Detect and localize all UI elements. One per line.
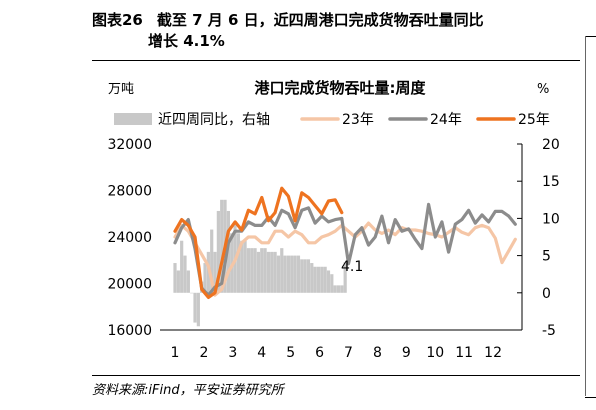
right-tick-label: 15 [542, 174, 560, 190]
left-axis-unit: 万吨 [108, 82, 134, 97]
neighbor-figure-edge-bottom [585, 397, 596, 398]
figure-number: 图表26 [92, 11, 143, 29]
bar [336, 285, 341, 293]
right-tick-label: 20 [542, 137, 560, 153]
bar [240, 240, 244, 293]
bar [266, 251, 271, 293]
bar [293, 255, 297, 293]
x-tick-label: 10 [426, 345, 444, 361]
bar [340, 285, 344, 293]
x-tick-label: 3 [228, 345, 237, 361]
left-tick-label: 32000 [107, 137, 152, 153]
bar [263, 248, 267, 293]
bar [256, 251, 261, 293]
right-tick-label: 0 [542, 286, 551, 302]
bar [213, 251, 217, 293]
right-axis-unit: % [537, 82, 549, 97]
figure-title-line1: 图表26 截至 7 月 6 日，近四周港口完成货物吞吐量同比 [92, 10, 580, 31]
header-rule [92, 60, 580, 61]
bar [300, 259, 304, 293]
chart-legend: 近四周同比，右轴 23年 24年 25年 [114, 112, 550, 128]
bar [306, 259, 311, 293]
series-line [173, 186, 344, 299]
left-tick-label: 16000 [107, 323, 152, 339]
legend-label: 24年 [430, 112, 462, 128]
left-tick-label: 28000 [107, 184, 152, 200]
bar [316, 266, 321, 293]
left-tick-label: 20000 [107, 277, 152, 293]
bar [313, 266, 317, 293]
figure-title-line2: 增长 4.1% [148, 32, 225, 50]
x-tick-label: 11 [455, 345, 473, 361]
x-tick-label: 7 [344, 345, 353, 361]
bar [196, 292, 200, 327]
legend-label: 23年 [342, 112, 374, 128]
bar [180, 240, 184, 293]
x-tick-label: 12 [484, 345, 502, 361]
right-tick-label: 10 [542, 211, 560, 227]
source-note: 资料来源:iFind，平安证券研究所 [92, 383, 284, 398]
bar [173, 263, 177, 293]
footer-rule [92, 375, 580, 376]
bar [220, 199, 224, 293]
bar [310, 263, 314, 293]
legend-label: 近四周同比，右轴 [158, 112, 270, 128]
bar [253, 248, 257, 293]
x-tick-label: 1 [171, 345, 180, 361]
x-tick-label: 6 [315, 345, 324, 361]
bar [330, 274, 334, 293]
neighbor-figure-edge [585, 36, 586, 396]
bar [250, 248, 254, 293]
right-tick-label: -5 [542, 323, 556, 339]
bar [193, 292, 197, 323]
bar [183, 255, 187, 293]
x-tick-label: 4 [257, 345, 266, 361]
bar [290, 255, 294, 293]
bar [323, 266, 327, 293]
bar [333, 285, 337, 293]
bar [203, 263, 207, 293]
annotation-label: 4.1 [341, 259, 363, 275]
legend-swatch [114, 113, 152, 125]
bar [283, 255, 287, 293]
bar [243, 240, 247, 293]
figure-header: 图表26 截至 7 月 6 日，近四周港口完成货物吞吐量同比 增长 4.1% [92, 10, 580, 52]
bar [320, 266, 324, 293]
bar [303, 259, 307, 293]
neighbor-figure-edge-top [585, 36, 596, 37]
bar [236, 233, 240, 293]
series-line [173, 202, 517, 297]
bar [190, 292, 194, 294]
x-tick-label: 9 [402, 345, 411, 361]
bar [176, 270, 180, 293]
bar [216, 210, 220, 293]
bar [260, 248, 264, 293]
bar [296, 255, 301, 293]
series-line [173, 221, 517, 297]
x-tick-label: 8 [373, 345, 382, 361]
bar [326, 270, 331, 293]
bar [273, 251, 277, 293]
legend-label: 25年 [518, 112, 550, 128]
right-tick-label: 5 [542, 249, 551, 265]
bar [276, 255, 281, 293]
x-tick-label: 2 [199, 345, 208, 361]
bar [286, 255, 291, 293]
bar [186, 270, 190, 293]
chart-canvas: 万吨 % 港口完成货物吞吐量:周度 近四周同比，右轴 23年 24年 25年 3200… [107, 79, 559, 361]
bar [246, 248, 251, 293]
bar [343, 262, 347, 293]
left-tick-label: 24000 [107, 230, 152, 246]
bar [210, 229, 214, 293]
bar [280, 248, 284, 293]
chart-title: 港口完成货物吞吐量:周度 [255, 79, 427, 97]
bar [270, 251, 274, 293]
x-tick-label: 5 [286, 345, 295, 361]
figure-title: 截至 7 月 6 日，近四周港口完成货物吞吐量同比 [156, 11, 484, 29]
